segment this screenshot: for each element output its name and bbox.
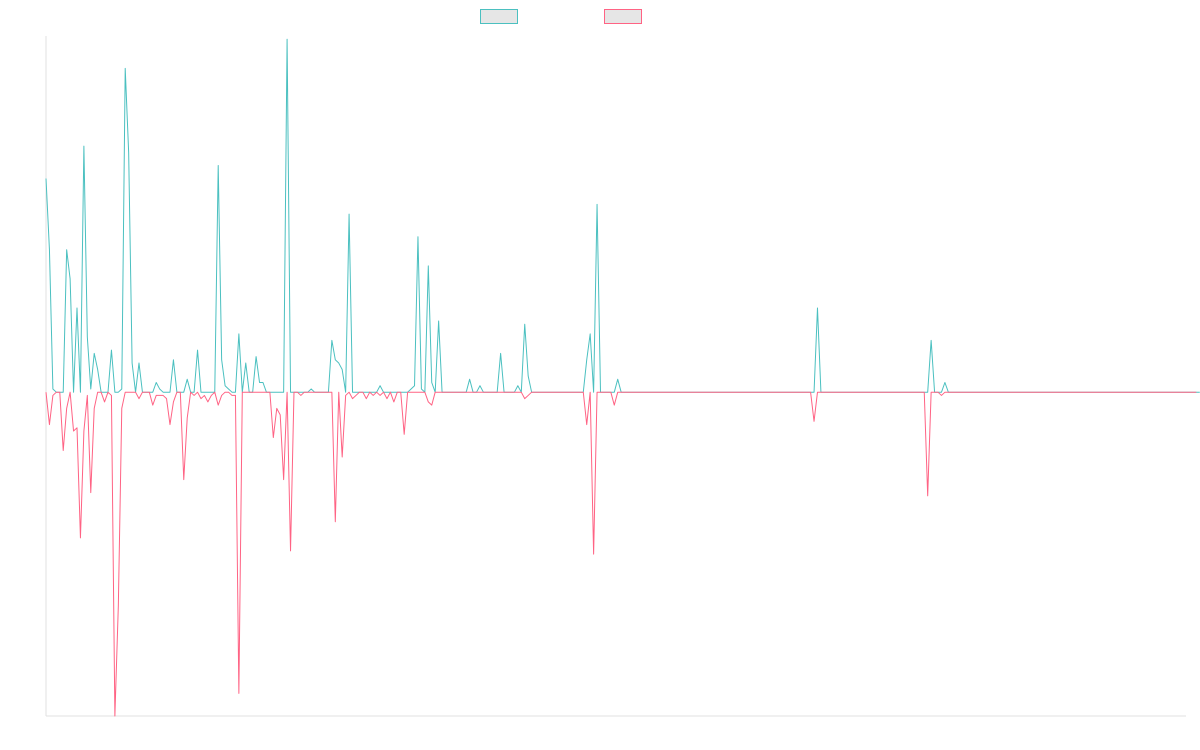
series-layer <box>45 38 1200 717</box>
legend-swatch-series-1[interactable] <box>480 9 518 24</box>
series-2-line <box>45 391 1197 717</box>
legend-swatch-series-2[interactable] <box>604 9 642 24</box>
series-1-line <box>45 38 1200 393</box>
